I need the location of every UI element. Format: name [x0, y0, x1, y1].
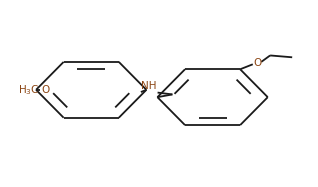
- Text: O: O: [253, 58, 262, 68]
- Text: NH: NH: [141, 81, 156, 91]
- Text: O: O: [42, 85, 50, 95]
- Text: $\mathregular{H_3C}$: $\mathregular{H_3C}$: [18, 83, 40, 97]
